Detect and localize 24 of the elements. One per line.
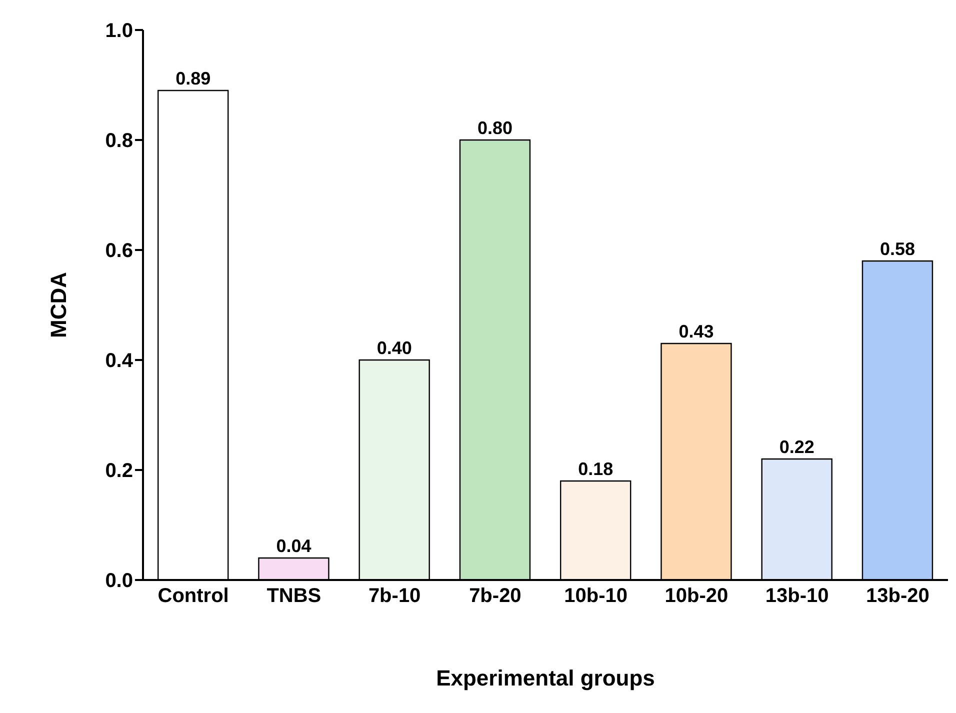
data-label: 0.89 [176,68,211,88]
data-label: 0.18 [578,459,614,479]
y-axis-title: MCDA [46,272,71,338]
y-tick-label: 0.2 [105,460,133,482]
x-axis-title: Experimental groups [436,666,655,691]
x-tick-label: 10b-20 [664,585,728,608]
x-tick-label: 13b-20 [866,585,930,608]
x-tick-label: 7b-20 [469,585,522,608]
x-tick-label: 10b-10 [564,585,628,608]
y-tick-label: 0.8 [105,130,133,152]
data-label: 0.40 [376,338,412,358]
x-tick-label: Control [158,585,229,608]
x-tick-label: 7b-10 [368,585,421,608]
y-tick-label: 0.0 [105,570,133,592]
data-label: 0.04 [276,536,312,556]
data-label: 0.43 [678,322,714,342]
x-tick-label: TNBS [266,585,322,608]
data-label: 0.22 [779,437,814,457]
x-tick-label: 13b-10 [765,585,829,608]
y-tick-label: 0.4 [105,350,134,372]
data-label: 0.58 [880,239,915,259]
data-label: 0.80 [477,118,512,138]
y-tick-label: 1.0 [105,20,133,42]
y-tick-label: 0.6 [105,240,133,262]
